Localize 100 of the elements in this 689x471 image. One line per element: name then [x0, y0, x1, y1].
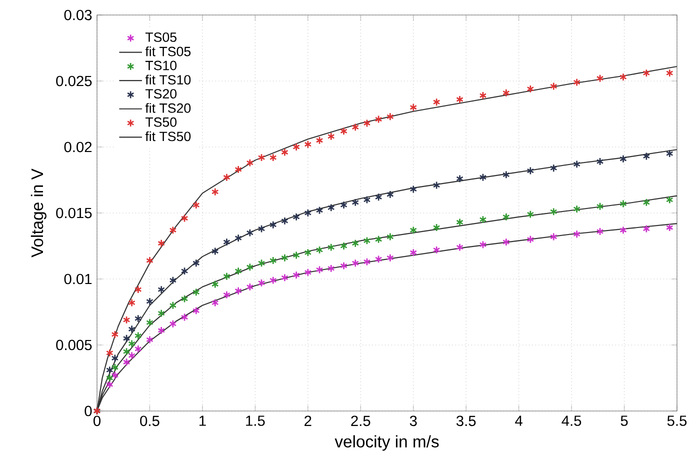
point: [146, 336, 154, 344]
point: [281, 254, 288, 262]
point: [596, 74, 604, 82]
point: [573, 78, 580, 86]
point: [269, 220, 277, 230]
point: [180, 214, 188, 222]
point: [502, 238, 510, 246]
point: [479, 240, 487, 249]
point: [432, 223, 440, 232]
point: [596, 202, 604, 211]
point: [456, 218, 464, 226]
point: [502, 170, 510, 179]
point: [211, 280, 219, 288]
legend-label: fit TS05: [145, 46, 191, 56]
point: [223, 290, 230, 299]
y-tick-label: 0.02: [64, 142, 92, 152]
point: [573, 230, 580, 238]
point: [180, 266, 188, 276]
legend-label: fit TS10: [145, 74, 191, 85]
point: [352, 239, 360, 248]
point: [386, 112, 394, 121]
point: [292, 270, 300, 280]
point: [169, 226, 177, 234]
point: [340, 242, 348, 250]
x-tick-label: 3: [410, 416, 417, 426]
point: [211, 188, 219, 196]
point: [327, 264, 335, 273]
point: [128, 325, 136, 334]
point: [352, 123, 360, 132]
point: [122, 334, 130, 343]
point: [479, 91, 487, 100]
point: [642, 224, 650, 233]
x-tick-label: 0.5: [140, 416, 160, 426]
point: [111, 354, 119, 362]
point: [432, 246, 440, 254]
point: [620, 226, 627, 234]
point: [352, 198, 360, 207]
point: [111, 363, 119, 372]
point: [234, 266, 242, 276]
x-tick-label: 0: [93, 416, 100, 426]
point: [363, 119, 371, 128]
point: [258, 224, 266, 233]
point: [211, 298, 219, 307]
point: [596, 157, 604, 166]
point: [374, 115, 382, 124]
point: [550, 164, 558, 172]
point: [246, 158, 254, 167]
point: [122, 358, 130, 366]
point: [666, 68, 674, 78]
point: [456, 243, 464, 252]
point: [410, 226, 418, 234]
point: [234, 165, 242, 174]
y-tick-label: 0.025: [56, 76, 92, 86]
point: [281, 148, 288, 156]
point: [292, 142, 300, 152]
point: [128, 351, 136, 360]
point: [281, 216, 288, 226]
y-tick-label: 0.005: [56, 340, 92, 350]
point: [526, 166, 534, 175]
point: [269, 153, 277, 162]
point: [192, 306, 200, 315]
point: [122, 347, 130, 356]
point: [223, 173, 230, 182]
point: [316, 246, 324, 254]
point: [134, 285, 142, 294]
point: [134, 314, 142, 323]
point: [292, 212, 300, 222]
point: [192, 259, 200, 268]
point: [374, 193, 382, 202]
point: [304, 208, 312, 218]
legend-label: TS50: [145, 117, 177, 127]
point: [211, 247, 219, 256]
point: [573, 160, 580, 168]
point: [386, 190, 394, 199]
point: [550, 208, 558, 216]
point: [234, 286, 242, 296]
point: [106, 348, 114, 358]
point: [340, 127, 348, 136]
point: [340, 262, 348, 270]
point: [106, 366, 114, 374]
point: [246, 228, 254, 237]
point: [169, 276, 177, 284]
point: [223, 238, 230, 246]
point: [363, 236, 371, 245]
y-tick-label: 0.015: [56, 208, 92, 218]
point: [316, 136, 324, 145]
point: [327, 204, 335, 212]
point: [146, 256, 154, 265]
point: [432, 98, 440, 106]
point: [134, 332, 142, 340]
point: [526, 210, 534, 218]
point: [666, 196, 674, 204]
point: [106, 374, 114, 382]
point: [122, 316, 130, 324]
point: [246, 262, 254, 272]
point: [666, 149, 674, 158]
point: [111, 330, 119, 339]
point: [223, 272, 230, 280]
point: [410, 248, 418, 257]
legend-label: TS20: [145, 89, 177, 99]
